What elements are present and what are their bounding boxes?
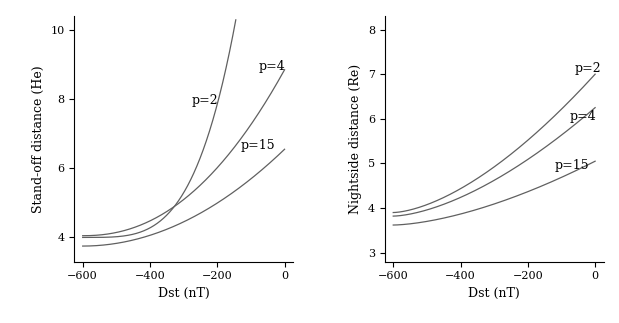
Text: p=4: p=4	[570, 110, 597, 123]
X-axis label: Dst (nT): Dst (nT)	[469, 287, 520, 300]
Text: p=2: p=2	[192, 94, 219, 107]
Text: p=2: p=2	[574, 62, 601, 75]
Text: p=15: p=15	[555, 159, 589, 172]
Text: p=15: p=15	[241, 139, 275, 152]
Text: p=4: p=4	[258, 60, 285, 73]
Y-axis label: Nightside distance (Re): Nightside distance (Re)	[350, 64, 363, 214]
Y-axis label: Stand-off distance (He): Stand-off distance (He)	[32, 65, 45, 213]
X-axis label: Dst (nT): Dst (nT)	[158, 287, 209, 300]
